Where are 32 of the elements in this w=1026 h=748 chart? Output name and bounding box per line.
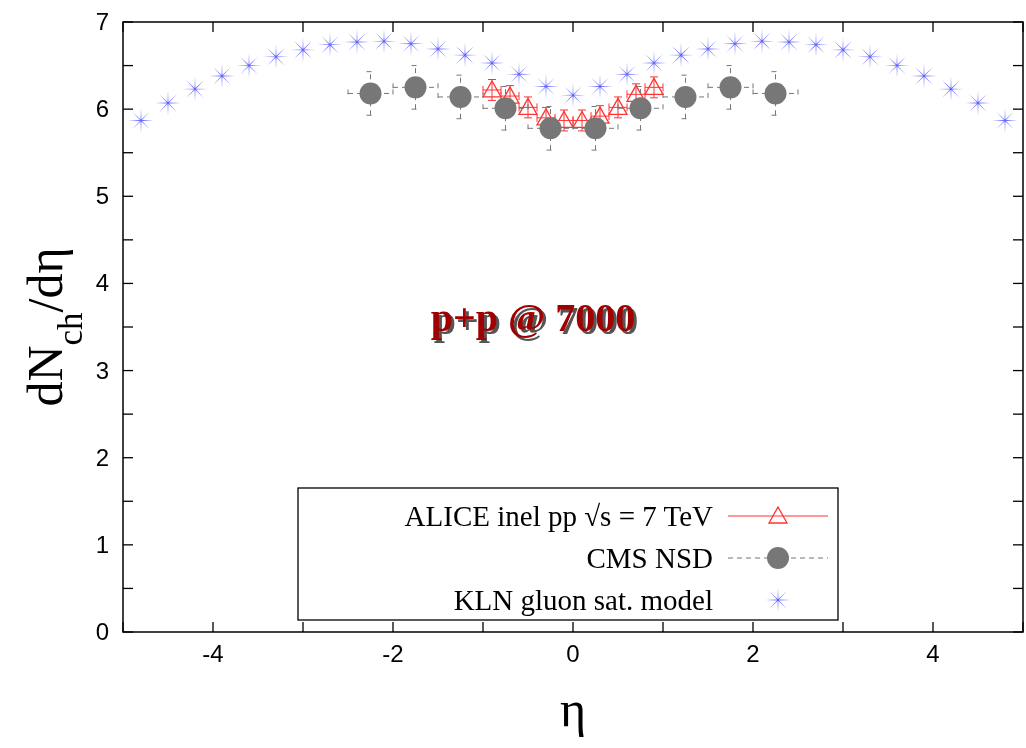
y-tick-label: 4 [95, 269, 109, 297]
point [608, 97, 628, 116]
point [626, 84, 646, 102]
point [719, 76, 742, 99]
y-tick-label: 5 [95, 182, 109, 210]
point [539, 117, 562, 140]
x-tick-label: 2 [746, 640, 760, 667]
y-tick-label: 1 [95, 530, 109, 558]
x-tick-label: -2 [382, 640, 404, 667]
point [449, 85, 472, 108]
point [644, 77, 664, 96]
legend-label: ALICE inel pp √s = 7 TeV [404, 500, 714, 532]
y-tick-label: 3 [95, 356, 109, 384]
x-tick-label: 0 [566, 640, 580, 667]
point [359, 82, 382, 105]
point [404, 76, 427, 99]
y-tick-label: 7 [95, 8, 109, 35]
y-tick-label: 6 [95, 95, 109, 123]
point [629, 97, 652, 120]
y-tick-label: 0 [95, 618, 109, 645]
x-tick-label: 4 [926, 640, 940, 667]
x-tick-label: -4 [202, 640, 224, 667]
point [518, 97, 538, 116]
legend-label: CMS NSD [586, 542, 713, 574]
x-axis-title: η [559, 681, 587, 737]
point [584, 117, 607, 140]
point [674, 85, 697, 108]
annotation: p+p @ 7000 [433, 298, 639, 344]
point [764, 82, 787, 105]
legend-label: KLN gluon sat. model [453, 584, 713, 616]
y-tick-label: 2 [95, 443, 109, 471]
point [494, 97, 517, 120]
